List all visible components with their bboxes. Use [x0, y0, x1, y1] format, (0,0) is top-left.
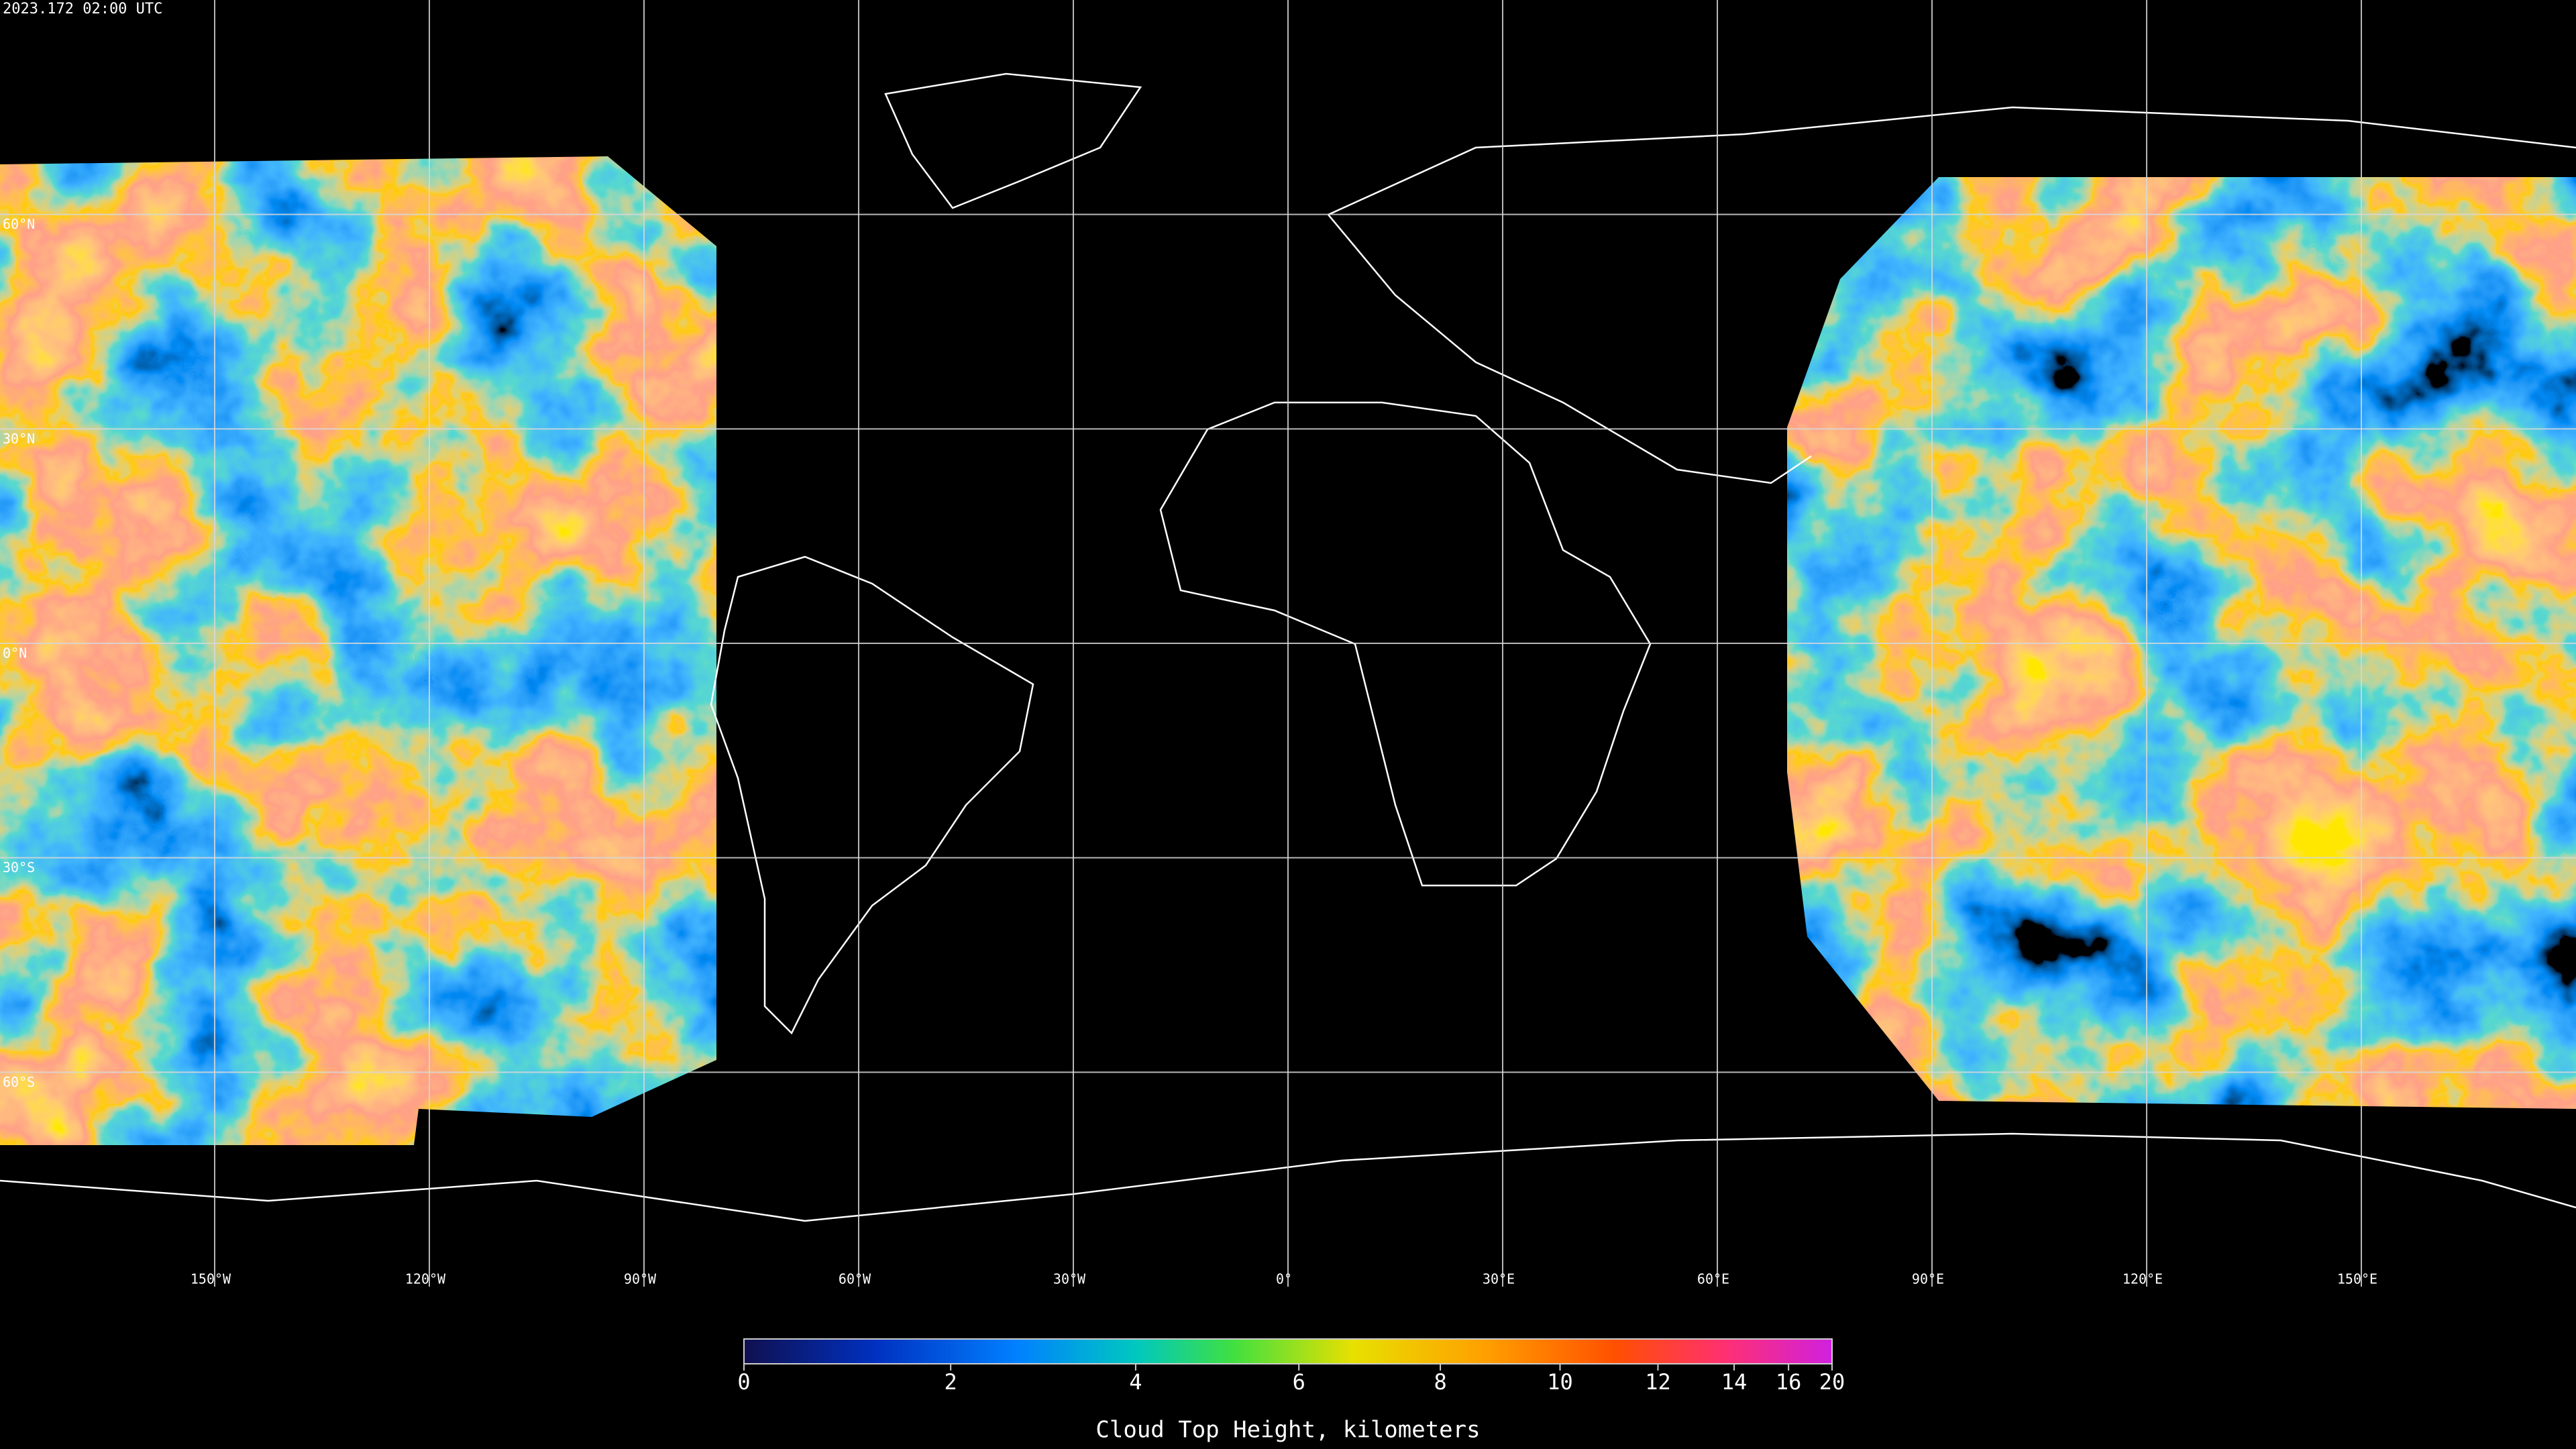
latitude-label: 30°S	[3, 859, 35, 875]
longitude-label: 0°	[1276, 1271, 1292, 1287]
colorbar: Cloud Top Height, kilometers 0 2 4 6 8 10 12 14…	[737, 1338, 1845, 1444]
colorbar-tick-label: 14	[1721, 1369, 1748, 1395]
latitude-label: 60°N	[3, 216, 35, 232]
coastline-antarctica	[0, 1132, 2576, 1222]
coastline-eurasia	[1328, 106, 2576, 484]
longitude-label: 90°E	[1912, 1271, 1944, 1287]
colorbar-ramp	[743, 1338, 1833, 1364]
coastlines	[0, 72, 2576, 1222]
longitude-label: 150°W	[191, 1271, 231, 1287]
longitude-label: 150°E	[2337, 1271, 2377, 1287]
longitude-label: 60°W	[839, 1271, 871, 1287]
latitude-label: 30°N	[3, 431, 35, 447]
colorbar-tick-label: 12	[1645, 1369, 1671, 1395]
colorbar-tick-label: 6	[1293, 1369, 1305, 1395]
colorbar-tick-label: 20	[1819, 1369, 1845, 1395]
graticule: 150°W 120°W 90°W 60°W 30°W 0° 30°E 60°E 90°E 120°…	[0, 0, 2576, 1287]
colorbar-tick-label: 16	[1776, 1369, 1802, 1395]
colorbar-title: Cloud Top Height, kilometers	[1095, 1417, 1480, 1444]
colorbar-tick-label: 2	[945, 1369, 957, 1395]
longitude-label: 120°W	[405, 1271, 446, 1287]
longitude-label: 90°W	[624, 1271, 657, 1287]
longitude-label: 120°E	[2123, 1271, 2163, 1287]
colorbar-tick-label: 10	[1547, 1369, 1573, 1395]
colorbar-tick-label: 4	[1129, 1369, 1142, 1395]
coastline-greenland	[884, 72, 1142, 209]
longitude-label: 30°E	[1483, 1271, 1515, 1287]
timestamp: 2023.172 02:00 UTC	[3, 1, 162, 17]
longitude-label: 60°E	[1697, 1271, 1729, 1287]
colorbar-tick-label: 8	[1434, 1369, 1446, 1395]
longitude-label: 30°W	[1053, 1271, 1086, 1287]
latitude-label: 60°S	[3, 1074, 35, 1090]
coastline-south-america	[710, 555, 1034, 1035]
colorbar-tick-label: 0	[737, 1369, 750, 1395]
latitude-label: 0°N	[3, 645, 27, 661]
cloud-swath-west	[0, 156, 716, 1145]
